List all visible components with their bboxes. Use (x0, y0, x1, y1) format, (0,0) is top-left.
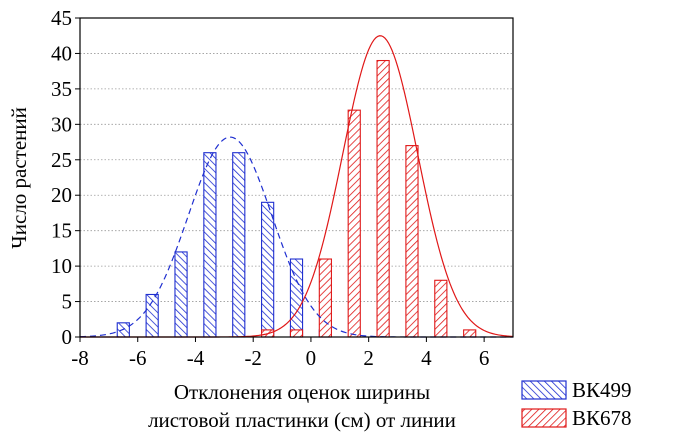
bar-bk678 (347, 109, 361, 338)
y-tick-label: 15 (51, 219, 72, 243)
y-tick-label: 0 (62, 325, 73, 349)
bar-bk499 (174, 251, 188, 338)
legend-label-bk499: ВК499 (572, 378, 632, 402)
bar-bk499 (261, 201, 275, 338)
y-tick-label: 25 (51, 148, 72, 172)
x-axis-label-line-1: Отклонения оценок ширины (174, 380, 430, 404)
x-tick-label: -8 (71, 346, 89, 370)
x-axis-label-line-2: листовой пластинки (см) от линии (148, 408, 456, 432)
x-tick-label: -6 (129, 346, 147, 370)
x-tick-label: 2 (363, 346, 374, 370)
bar-bk499 (232, 152, 246, 338)
y-axis-label: Число растений (7, 107, 31, 249)
bar-bk499 (203, 152, 217, 338)
bar-bk678 (289, 329, 304, 338)
tick-layer: 0 5 10 15 20 25 30 35 40 45 -8 -6 -4 -2 0 2 4 6 (51, 6, 489, 370)
y-tick-label: 40 (51, 41, 72, 65)
bar-bk678 (463, 329, 477, 338)
legend-swatch-bk678 (521, 408, 567, 428)
y-tick-label: 5 (62, 290, 73, 314)
x-tick-label: 6 (479, 346, 490, 370)
legend: ВК499 ВК678 (521, 378, 632, 430)
x-tick-label: -2 (244, 346, 262, 370)
y-tick-label: 35 (51, 77, 72, 101)
legend-swatch-bk499 (521, 380, 567, 400)
bar-layer (116, 59, 477, 338)
bar-bk678 (318, 258, 332, 338)
bar-bk678 (405, 145, 419, 338)
y-tick-label: 10 (51, 254, 72, 278)
bar-bk678 (434, 279, 448, 338)
y-tick-label: 30 (51, 112, 72, 136)
y-tick-label: 20 (51, 183, 72, 207)
plot-frame (79, 17, 514, 338)
x-tick-label: 4 (421, 346, 432, 370)
x-tick-label: -4 (187, 346, 205, 370)
y-tick-label: 45 (51, 6, 72, 30)
bar-bk678 (376, 59, 390, 338)
legend-label-bk678: ВК678 (572, 406, 632, 430)
x-tick-label: 0 (306, 346, 317, 370)
